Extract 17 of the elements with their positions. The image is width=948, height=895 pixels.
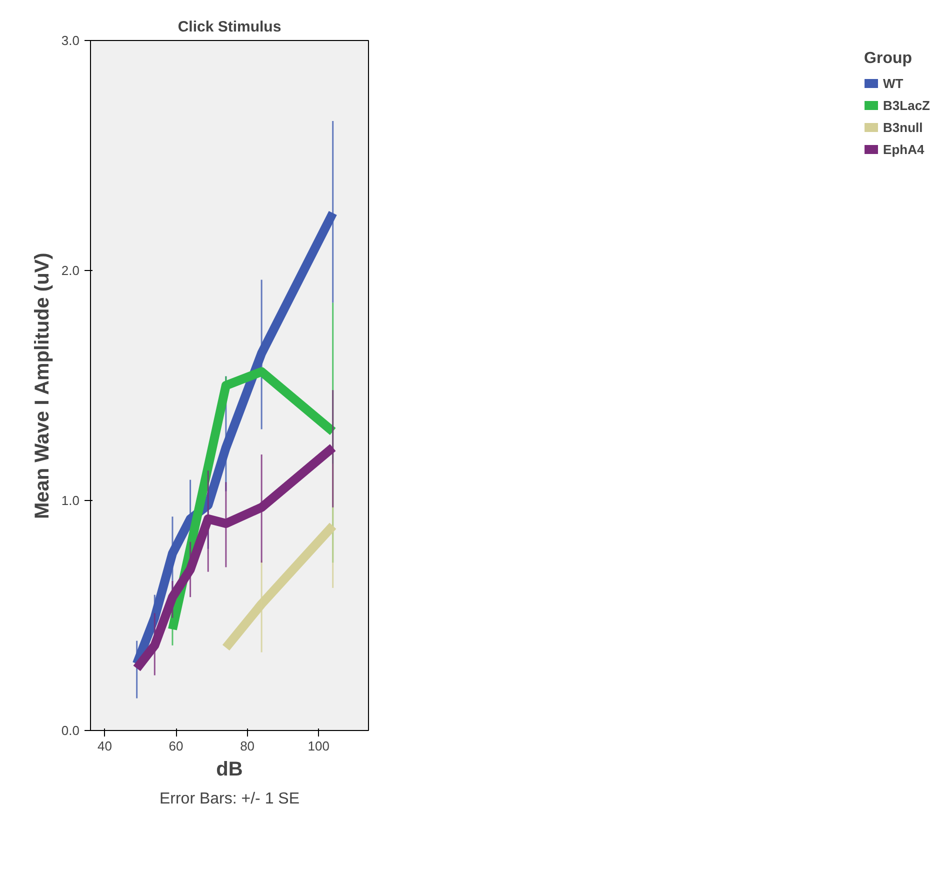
legend-label: B3null (883, 120, 923, 134)
legend-label: EphA4 (883, 142, 924, 156)
y-tick-label: 3.0 (61, 33, 80, 48)
legend-label: WT (883, 76, 904, 90)
x-tick-label: 40 (98, 738, 112, 754)
text: Error Bars: +/- 1 SE (159, 790, 300, 808)
chart-title: Click Stimulus (178, 18, 282, 36)
x-axis-title: dB (216, 758, 243, 780)
y-tick-label: 0.0 (61, 723, 80, 738)
y-tick-label: 1.0 (61, 493, 80, 508)
legend-label: B3LacZ (883, 98, 930, 112)
x-tick-label: 100 (308, 738, 330, 754)
y-tick-label: 2.0 (61, 263, 80, 278)
x-tick-label: 80 (240, 738, 255, 754)
legend-title: Group (864, 50, 914, 68)
x-tick-label: 60 (168, 738, 184, 754)
y-axis-title: Mean Wave I Amplitude (uV) (31, 252, 54, 520)
